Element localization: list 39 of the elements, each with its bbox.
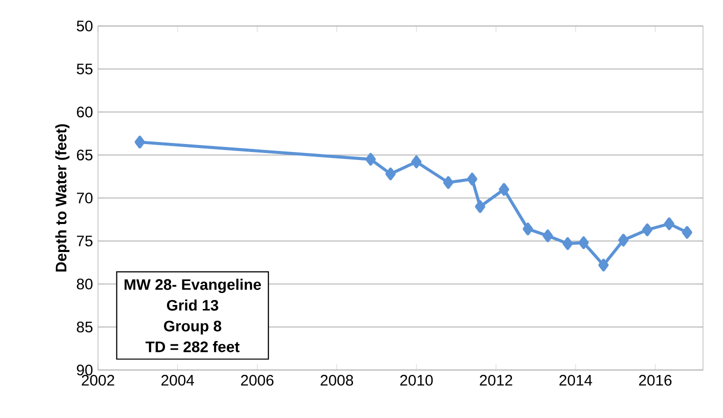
y-tick-label: 50 bbox=[76, 20, 92, 32]
point bbox=[682, 226, 692, 239]
y-tick-label: 90 bbox=[76, 364, 92, 376]
x-tick-label: 2016 bbox=[639, 374, 672, 386]
y-tick-label: 85 bbox=[76, 322, 92, 332]
x-tick-label: 2014 bbox=[559, 374, 592, 386]
y-tick-label: 75 bbox=[76, 236, 92, 246]
y-axis-title: Depth to Water (feet) bbox=[55, 124, 70, 272]
point bbox=[134, 136, 145, 148]
point bbox=[411, 156, 422, 168]
x-tick-label: 2008 bbox=[320, 374, 354, 386]
point bbox=[618, 234, 629, 247]
annotation: Group 8 bbox=[164, 320, 222, 334]
point bbox=[642, 223, 652, 236]
x-tick-label: 2012 bbox=[480, 374, 512, 386]
x-tick-label: 2002 bbox=[82, 374, 114, 386]
y-tick-label: 80 bbox=[76, 278, 92, 290]
x-tick-label: 2006 bbox=[241, 374, 274, 386]
point bbox=[443, 176, 454, 189]
point bbox=[466, 172, 478, 186]
annotation: TD = 282 feet bbox=[146, 341, 240, 352]
point bbox=[664, 217, 674, 230]
y-tick-label: 55 bbox=[76, 64, 92, 74]
point bbox=[385, 168, 396, 180]
point bbox=[598, 258, 609, 272]
annotation: Grid 13 bbox=[166, 300, 218, 311]
point bbox=[365, 152, 376, 166]
y-tick-label: 60 bbox=[76, 106, 92, 118]
annotation: MW 28- Evangeline bbox=[124, 278, 261, 294]
point bbox=[578, 236, 589, 250]
point bbox=[522, 222, 534, 236]
point bbox=[562, 237, 573, 250]
x-tick-label: 2004 bbox=[161, 374, 194, 386]
y-tick-label: 70 bbox=[76, 192, 92, 204]
point bbox=[474, 200, 486, 213]
point bbox=[498, 183, 510, 196]
point bbox=[542, 229, 553, 242]
x-tick-label: 2010 bbox=[400, 374, 433, 386]
y-tick-label: 65 bbox=[76, 150, 92, 160]
